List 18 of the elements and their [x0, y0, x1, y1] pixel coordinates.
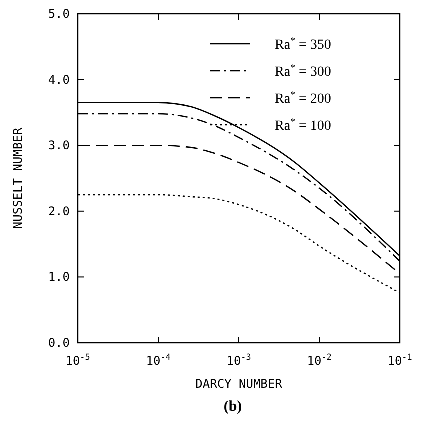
y-tick-label: 0.0: [48, 336, 70, 350]
x-tick-label: 10$^{-5}$: [66, 352, 90, 368]
x-tick-label: 10$^{-3}$: [226, 352, 252, 368]
y-tick-label: 3.0: [48, 138, 70, 153]
y-tick-label: 1.0: [48, 270, 70, 284]
y-axis-title: NUSSELT NUMBER: [11, 127, 25, 230]
x-tick-label: 10$^{-2}$: [307, 352, 332, 368]
x-tick-label: 10$^{-1}$: [388, 352, 412, 368]
legend-label: Ra$^{*}$ = 200: [275, 90, 332, 107]
x-tick-label: 10$^{-4}$: [146, 352, 171, 368]
y-tick-label: 4.0: [48, 72, 70, 87]
legend-label: Ra$^{*}$ = 350: [275, 36, 332, 53]
legend-label: Ra$^{*}$ = 300: [275, 62, 332, 80]
y-tick-label: 2.0: [48, 204, 70, 218]
legend-label: Ra$^{*}$ = 100: [275, 116, 332, 134]
x-axis-title: DARCY NUMBER: [196, 377, 284, 391]
text: (b): [224, 399, 242, 415]
y-tick-label: 5.0: [48, 7, 70, 21]
